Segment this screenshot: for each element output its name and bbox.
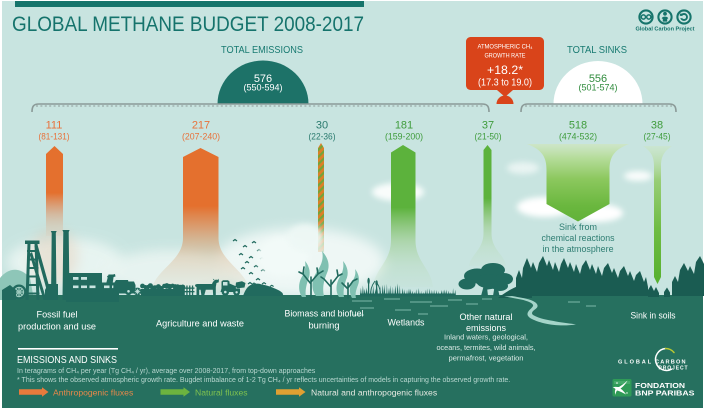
svg-text:(81-131): (81-131) (39, 132, 70, 143)
svg-text:+18.2*: +18.2* (487, 63, 523, 77)
svg-text:Global Carbon Project: Global Carbon Project (635, 27, 694, 33)
svg-text:Sink in soils: Sink in soils (631, 311, 676, 322)
svg-text:(17.3 to 19.0): (17.3 to 19.0) (478, 78, 532, 89)
svg-text:FONDATION: FONDATION (635, 381, 685, 390)
svg-text:Other natural: Other natural (460, 312, 513, 323)
svg-text:permafrost, vegetation: permafrost, vegetation (449, 354, 524, 363)
svg-text:oceans, termites, wild animals: oceans, termites, wild animals, (437, 343, 536, 352)
svg-text:Wetlands: Wetlands (388, 318, 425, 329)
svg-text:Biomass and biofuel: Biomass and biofuel (285, 309, 364, 320)
svg-text:emissions: emissions (466, 323, 506, 334)
svg-text:556: 556 (589, 73, 607, 85)
svg-text:(501-574): (501-574) (578, 83, 617, 93)
svg-text:PROJECT: PROJECT (659, 366, 689, 372)
svg-text:Fossil fuel: Fossil fuel (37, 310, 78, 321)
svg-text:(27-45): (27-45) (644, 132, 671, 143)
svg-text:EMISSIONS AND SINKS: EMISSIONS AND SINKS (17, 355, 117, 366)
svg-text:Natural fluxes: Natural fluxes (195, 388, 248, 398)
svg-text:38: 38 (651, 120, 663, 132)
svg-text:217: 217 (192, 120, 210, 132)
svg-text:TOTAL EMISSIONS: TOTAL EMISSIONS (221, 45, 303, 56)
svg-text:Natural and anthropogenic flux: Natural and anthropogenic fluxes (311, 388, 437, 398)
svg-text:chemical reactions: chemical reactions (542, 233, 615, 244)
svg-text:576: 576 (254, 73, 272, 85)
svg-text:Inland waters, geological,: Inland waters, geological, (444, 333, 528, 342)
svg-text:GLOBAL METHANE BUDGET 2008-201: GLOBAL METHANE BUDGET 2008-2017 (12, 12, 364, 36)
svg-text:production and use: production and use (18, 322, 96, 333)
svg-text:Anthropogenic fluxes: Anthropogenic fluxes (53, 388, 133, 398)
svg-text:(207-240): (207-240) (182, 132, 220, 143)
svg-text:in the atmosphere: in the atmosphere (543, 244, 614, 255)
svg-text:GROWTH RATE: GROWTH RATE (485, 53, 526, 60)
svg-text:(159-200): (159-200) (385, 132, 423, 143)
svg-text:(22-36): (22-36) (309, 132, 336, 143)
svg-text:518: 518 (569, 120, 587, 132)
svg-text:111: 111 (46, 120, 63, 132)
svg-text:GLOBAL: GLOBAL (618, 360, 653, 366)
svg-text:Agriculture and waste: Agriculture and waste (156, 319, 244, 330)
svg-text:TOTAL SINKS: TOTAL SINKS (567, 45, 627, 56)
svg-text:burning: burning (309, 321, 340, 332)
svg-text:Sink from: Sink from (559, 222, 597, 233)
svg-text:37: 37 (482, 120, 494, 132)
svg-text:(550-594): (550-594) (243, 83, 282, 93)
svg-text:BNP PARIBAS: BNP PARIBAS (635, 389, 695, 398)
svg-text:CARBON: CARBON (655, 360, 687, 366)
svg-text:(474-532): (474-532) (559, 132, 597, 143)
svg-text:181: 181 (395, 120, 413, 132)
svg-text:30: 30 (316, 120, 328, 132)
svg-text:ATMOSPHERIC CH₄: ATMOSPHERIC CH₄ (478, 44, 533, 51)
svg-text:(21-50): (21-50) (475, 132, 502, 143)
svg-text:In teragrams of CH₄ per year (: In teragrams of CH₄ per year (Tg CH₄ / y… (17, 368, 316, 375)
svg-text:* This shows the observed atmo: * This shows the observed atmospheric gr… (17, 377, 510, 384)
